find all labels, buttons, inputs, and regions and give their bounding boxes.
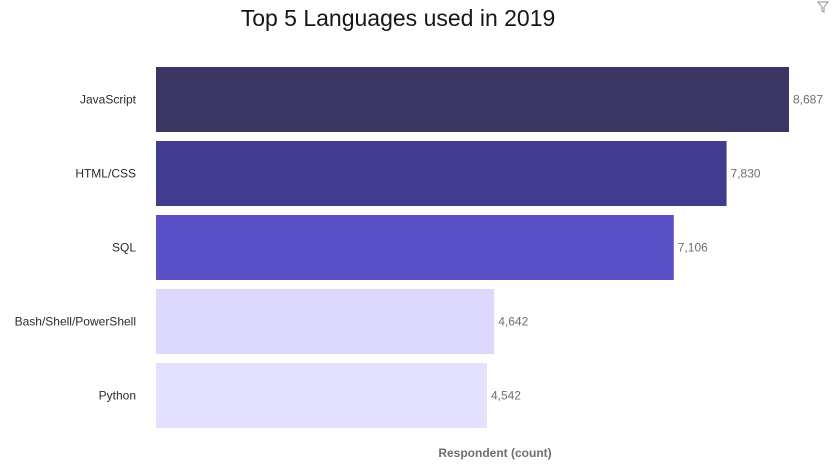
category-label: SQL xyxy=(112,241,136,255)
category-label: Bash/Shell/PowerShell xyxy=(15,315,136,329)
value-labels: 8,687 7,830 7,106 4,642 4,542 xyxy=(491,93,823,403)
category-label: HTML/CSS xyxy=(75,167,136,181)
category-label: Python xyxy=(99,389,136,403)
bar-sql[interactable] xyxy=(156,215,674,280)
x-axis-title: Respondent (count) xyxy=(438,446,551,460)
category-labels: JavaScript HTML/CSS SQL Bash/Shell/PowerShe… xyxy=(15,93,137,403)
value-label: 7,106 xyxy=(678,241,708,255)
value-label: 4,542 xyxy=(491,389,521,403)
bars-layer xyxy=(156,67,789,428)
filter-icon[interactable] xyxy=(816,0,830,14)
value-label: 7,830 xyxy=(731,167,761,181)
bar-bash-shell-powershell[interactable] xyxy=(156,289,495,354)
bar-javascript[interactable] xyxy=(156,67,789,132)
value-label: 8,687 xyxy=(793,93,823,107)
category-label: JavaScript xyxy=(80,93,137,107)
bar-html-css[interactable] xyxy=(156,141,727,206)
bar-python[interactable] xyxy=(156,363,487,428)
value-label: 4,642 xyxy=(498,315,528,329)
chart-title: Top 5 Languages used in 2019 xyxy=(240,5,556,31)
